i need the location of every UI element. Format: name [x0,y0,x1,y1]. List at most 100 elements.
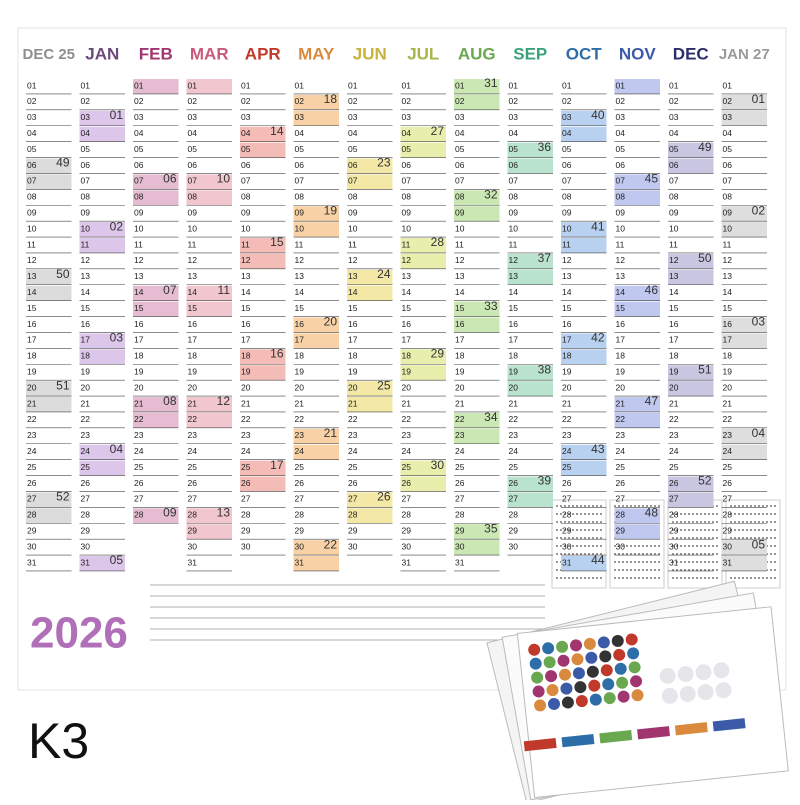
day-number: 11 [134,239,143,249]
day-number: 25 [188,462,198,472]
day-number: 31 [723,557,733,567]
day-number: 29 [616,525,626,535]
weekend-band [721,206,767,222]
day-number: 27 [669,494,679,504]
sticker-dot [543,656,556,669]
day-number: 25 [562,462,572,472]
day-number: 29 [509,525,519,535]
day-number: 14 [509,287,519,297]
day-number: 21 [81,398,91,408]
day-number: 01 [134,80,144,90]
week-number: 49 [698,140,712,154]
weekend-band [240,126,286,142]
sticker-dot [575,695,588,708]
day-number: 17 [723,335,733,345]
day-number: 28 [241,510,251,520]
day-number: 21 [295,398,305,408]
day-number: 08 [402,192,412,202]
day-number: 16 [188,319,198,329]
day-number: 27 [348,494,358,504]
day-number: 13 [348,271,358,281]
weekend-band [668,253,714,269]
day-number: 11 [402,239,411,249]
day-number: 14 [723,287,733,297]
day-number: 01 [402,80,412,90]
day-number: 19 [669,366,679,376]
weekend-band [293,540,339,556]
month-column: JAN 27 01 02 03 04 05 06 07 08 09 10 11 12 13 14 15 16 17… [719,46,770,572]
weekend-band [133,285,179,301]
day-number: 30 [27,541,37,551]
day-number: 27 [509,494,519,504]
day-number: 21 [669,398,679,408]
sticker-dot [556,640,569,653]
day-number: 03 [241,112,251,122]
day-number: 01 [616,80,626,90]
weekend-band [240,142,286,158]
weekend-band [293,222,339,238]
weekend-band [347,269,393,285]
day-number: 22 [188,414,198,424]
day-number: 27 [27,494,37,504]
weekend-band [26,285,72,301]
day-number: 18 [616,351,626,361]
day-number: 05 [669,144,679,154]
month-header: AUG [458,44,496,63]
day-number: 15 [295,303,305,313]
day-number: 07 [616,176,626,186]
weekend-band [186,508,232,524]
week-number: 46 [645,283,659,297]
weekend-band [400,460,446,476]
day-number: 30 [295,541,305,551]
day-number: 09 [562,207,572,217]
day-number: 29 [455,525,465,535]
weekend-band [400,476,446,492]
weekend-band [561,222,607,238]
day-number: 19 [241,366,251,376]
sticker-dot [603,692,616,705]
day-number: 02 [455,96,465,106]
day-number: 23 [241,430,251,440]
day-number: 01 [188,80,198,90]
day-number: 10 [295,223,305,233]
day-number: 26 [616,478,626,488]
day-number: 09 [402,207,412,217]
month-column: NOV 01 02 03 04 05 06 07 08 09 10 11 12 13 14 15 16 17 18 1… [614,44,660,556]
day-number: 15 [27,303,37,313]
day-number: 04 [723,128,733,138]
day-number: 31 [188,557,198,567]
weekend-band [79,238,125,253]
day-number: 29 [723,525,733,535]
day-number: 16 [455,319,465,329]
day-number: 03 [134,112,144,122]
day-number: 07 [188,176,198,186]
day-number: 07 [295,176,305,186]
day-number: 25 [241,462,251,472]
day-number: 10 [455,223,465,233]
day-number: 05 [616,144,626,154]
week-number: 24 [377,267,391,281]
weekend-band [293,206,339,222]
day-number: 30 [348,541,358,551]
day-number: 08 [455,192,465,202]
day-number: 01 [295,80,305,90]
week-number: 17 [270,458,284,472]
weekend-band [293,428,339,444]
week-number: 11 [218,283,231,297]
day-number: 15 [562,303,572,313]
day-number: 29 [562,525,572,535]
day-number: 30 [562,541,572,551]
day-number: 11 [241,239,250,249]
day-number: 13 [669,271,679,281]
day-number: 09 [723,207,733,217]
day-number: 30 [669,541,679,551]
day-number: 30 [81,541,91,551]
day-number: 12 [27,255,37,265]
weekend-band [614,174,660,190]
day-number: 27 [616,494,626,504]
weekend-band [240,253,286,269]
day-number: 08 [27,192,37,202]
weekend-band [507,381,553,397]
day-number: 10 [241,223,251,233]
week-number: 47 [645,394,659,408]
